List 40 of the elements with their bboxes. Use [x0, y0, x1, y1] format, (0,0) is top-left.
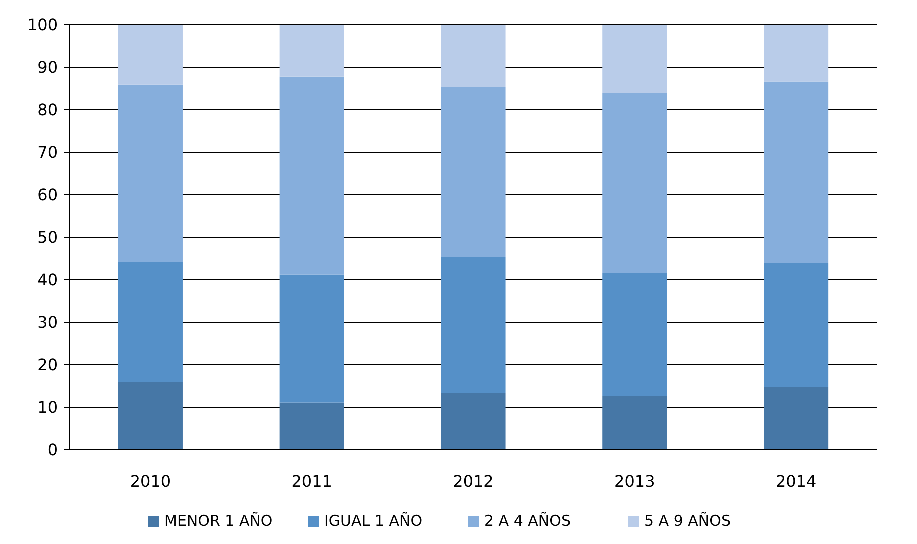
y-tick-label: 40: [38, 270, 58, 290]
y-tick-label: 60: [38, 186, 58, 205]
bar: [602, 273, 668, 396]
legend-label: IGUAL 1 AÑO: [324, 512, 423, 530]
y-tick-label: 0: [48, 440, 58, 460]
bar: [280, 402, 344, 450]
bar: [118, 25, 183, 85]
x-tick-label: 2011: [292, 472, 332, 491]
x-tick-label: 2010: [130, 472, 172, 491]
bar: [602, 25, 668, 93]
bar: [602, 396, 668, 450]
y-tick-label: 100: [27, 16, 58, 35]
x-tick-label: 2014: [776, 472, 817, 491]
bar: [764, 82, 829, 263]
bar: [118, 84, 183, 262]
legend-label: 5 A 9 AÑOS: [644, 512, 731, 530]
bar: [441, 393, 506, 450]
x-tick-label: 2012: [453, 472, 494, 491]
y-tick-label: 50: [38, 228, 58, 248]
bar: [764, 263, 829, 388]
y-tick-label: 90: [38, 58, 58, 78]
bar: [118, 382, 183, 450]
y-tick-label: 30: [38, 313, 58, 332]
bar: [602, 93, 668, 274]
y-tick-label: 10: [38, 398, 58, 418]
bar: [441, 25, 506, 88]
bar: [441, 257, 506, 394]
bar: [280, 25, 344, 77]
bar: [118, 262, 183, 382]
legend-label: MENOR 1 AÑO: [164, 512, 273, 530]
y-tick-label: 80: [38, 100, 58, 120]
y-tick-label: 70: [38, 143, 58, 162]
bar: [764, 25, 829, 82]
bar: [764, 387, 829, 450]
bar: [280, 76, 344, 275]
x-tick-label: 2013: [614, 472, 656, 491]
bar: [441, 87, 506, 258]
y-tick-label: 20: [38, 356, 58, 375]
bar: [280, 274, 344, 403]
legend-label: 2 A 4 AÑOS: [484, 512, 571, 530]
